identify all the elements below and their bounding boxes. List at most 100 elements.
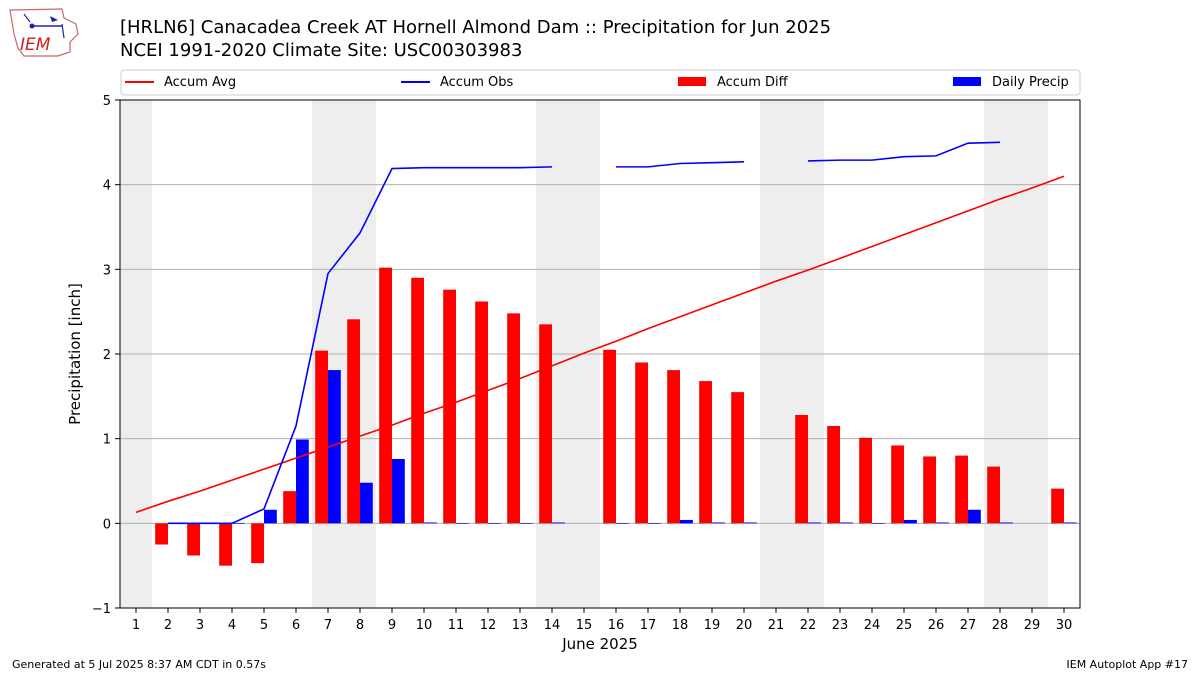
accum-diff-bar-22 xyxy=(795,414,808,524)
x-tick-label: 22 xyxy=(800,618,817,633)
daily-precip-bar-22 xyxy=(808,522,821,524)
x-tick-label: 6 xyxy=(292,618,300,633)
accum-obs-line-segment-1 xyxy=(168,166,553,525)
accum-diff-bar-16 xyxy=(603,349,616,524)
daily-precip-bar-12 xyxy=(488,523,501,524)
accum-diff-bar-27 xyxy=(955,455,968,524)
x-tick-label: 4 xyxy=(228,618,236,633)
accum-diff-bar-20 xyxy=(731,392,744,524)
accum-avg-line-segment-1 xyxy=(135,175,1065,514)
accum-diff-bar-13 xyxy=(507,313,520,524)
accum-diff-bar-28 xyxy=(987,466,1000,524)
x-tick-label: 24 xyxy=(864,618,881,633)
accum-diff-bar-9 xyxy=(379,267,392,524)
y-tick-label: 0 xyxy=(103,517,111,532)
x-tick-label: 2 xyxy=(164,618,172,633)
logo-text: IEM xyxy=(20,35,51,55)
x-tick-label: 23 xyxy=(832,618,849,633)
daily-precip-bar-18 xyxy=(680,519,693,524)
x-tick-label: 27 xyxy=(960,618,977,633)
x-tick-label: 26 xyxy=(928,618,945,633)
x-tick-label: 10 xyxy=(416,618,433,633)
daily-precip-bar-17 xyxy=(648,523,661,524)
x-tick-label: 7 xyxy=(324,618,332,633)
accum-diff-bar-17 xyxy=(635,362,648,524)
daily-precip-bar-9 xyxy=(392,458,405,524)
legend-swatch-accum-diff xyxy=(678,77,706,86)
accum-diff-bar-11 xyxy=(443,289,456,524)
legend-box xyxy=(120,69,1081,96)
chart-subtitle: NCEI 1991-2020 Climate Site: USC00303983 xyxy=(120,40,523,61)
x-tick-label: 15 xyxy=(576,618,593,633)
x-tick-label: 25 xyxy=(896,618,913,633)
legend-label-daily-precip: Daily Precip xyxy=(992,75,1069,90)
x-tick-label: 16 xyxy=(608,618,625,633)
daily-precip-bar-30 xyxy=(1064,522,1077,524)
accum-diff-bar-8 xyxy=(347,319,360,524)
daily-precip-bar-26 xyxy=(936,522,949,524)
accum-diff-bar-14 xyxy=(539,324,552,524)
chart-title: [HRLN6] Canacadea Creek AT Hornell Almon… xyxy=(120,17,832,38)
legend-label-accum-avg: Accum Avg xyxy=(164,75,236,90)
accum-diff-bar-18 xyxy=(667,370,680,524)
legend-swatch-daily-precip xyxy=(953,77,981,86)
daily-precip-bar-7 xyxy=(328,370,341,524)
accum-diff-bar-23 xyxy=(827,425,840,524)
x-tick-label: 29 xyxy=(1024,618,1041,633)
x-tick-label: 28 xyxy=(992,618,1009,633)
daily-precip-bar-14 xyxy=(552,522,565,524)
app-label: IEM Autoplot App #17 xyxy=(1066,658,1189,671)
accum-diff-bar-2 xyxy=(155,523,168,545)
x-tick-label: 11 xyxy=(448,618,465,633)
y-tick-label: −1 xyxy=(92,602,111,617)
accum-diff-bar-4 xyxy=(219,523,232,566)
y-tick-label: 1 xyxy=(103,433,111,448)
legend-label-accum-obs: Accum Obs xyxy=(440,75,513,90)
x-tick-label: 5 xyxy=(260,618,268,633)
accum-diff-bar-10 xyxy=(411,277,424,524)
accum-diff-bar-24 xyxy=(859,437,872,524)
daily-precip-bar-6 xyxy=(296,439,309,524)
daily-precip-bar-27 xyxy=(968,509,981,524)
x-tick-label: 3 xyxy=(196,618,204,633)
daily-precip-bar-25 xyxy=(904,519,917,524)
accum-diff-bar-19 xyxy=(699,381,712,524)
generated-timestamp: Generated at 5 Jul 2025 8:37 AM CDT in 0… xyxy=(12,658,266,671)
x-tick-label: 1 xyxy=(132,618,140,633)
daily-precip-bar-28 xyxy=(1000,522,1013,524)
daily-precip-bar-19 xyxy=(712,522,725,524)
daily-precip-bar-13 xyxy=(520,523,533,524)
legend-label-accum-diff: Accum Diff xyxy=(717,75,789,90)
accum-diff-bar-6 xyxy=(283,491,296,524)
daily-precip-bar-16 xyxy=(616,523,629,524)
iem-logo: IEM xyxy=(6,4,82,64)
y-tick-label: 2 xyxy=(103,348,111,363)
accum-diff-bar-26 xyxy=(923,456,936,524)
x-tick-label: 30 xyxy=(1056,618,1073,633)
accum-obs-line-segment-3 xyxy=(807,141,1001,162)
y-tick-label: 5 xyxy=(103,94,111,109)
daily-precip-bar-8 xyxy=(360,482,373,524)
daily-precip-bar-5 xyxy=(264,509,277,524)
x-tick-label: 9 xyxy=(388,618,396,633)
x-tick-label: 20 xyxy=(736,618,753,633)
y-axis-label: Precipitation [inch] xyxy=(66,283,84,425)
accum-diff-bar-12 xyxy=(475,301,488,524)
y-tick-label: 4 xyxy=(103,179,111,194)
accum-diff-bar-5 xyxy=(251,523,264,564)
accum-diff-bar-25 xyxy=(891,445,904,524)
x-tick-label: 14 xyxy=(544,618,561,633)
x-tick-label: 8 xyxy=(356,618,364,633)
daily-precip-bar-10 xyxy=(424,522,437,524)
daily-precip-bar-4 xyxy=(232,523,245,524)
x-tick-label: 12 xyxy=(480,618,497,633)
daily-precip-bar-23 xyxy=(840,522,853,524)
x-tick-label: 13 xyxy=(512,618,529,633)
legend: Accum Avg Accum Obs Accum Diff Daily Precip xyxy=(120,69,1081,96)
daily-precip-bar-24 xyxy=(872,523,885,524)
x-tick-label: 17 xyxy=(640,618,657,633)
x-tick-label: 19 xyxy=(704,618,721,633)
x-tick-label: 18 xyxy=(672,618,689,633)
accum-diff-bar-3 xyxy=(187,523,200,556)
